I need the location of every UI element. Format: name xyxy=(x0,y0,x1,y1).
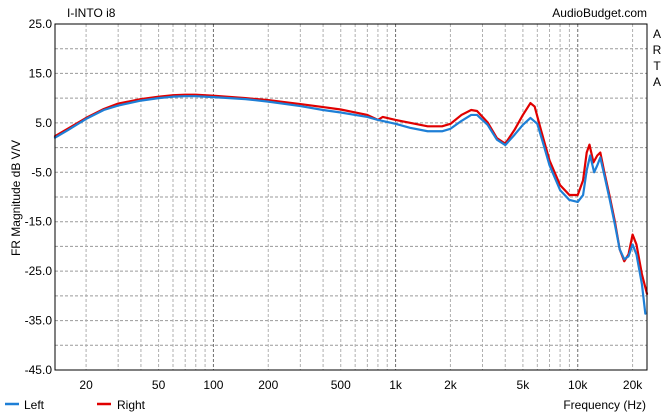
x-tick-label: 100 xyxy=(203,378,223,392)
y-tick-label: -45.0 xyxy=(25,363,53,377)
y-tick-label: 15.0 xyxy=(29,66,53,80)
chart-title: I-INTO i8 xyxy=(67,6,116,20)
y-tick-label: 25.0 xyxy=(29,17,53,31)
x-tick-label: 50 xyxy=(152,378,166,392)
watermark: AudioBudget.com xyxy=(552,6,647,20)
legend: Left Right xyxy=(5,398,146,412)
x-tick-label: 10k xyxy=(568,378,588,392)
legend-label-right: Right xyxy=(117,398,146,412)
y-tick-label: -25.0 xyxy=(25,264,53,278)
plot-frame xyxy=(54,23,648,371)
y-axis-label: FR Magnitude dB V/V xyxy=(9,140,23,256)
x-tick-label: 200 xyxy=(258,378,278,392)
series-line-left xyxy=(53,95,647,315)
x-axis-label: Frequency (Hz) xyxy=(563,398,646,412)
x-tick-label: 5k xyxy=(517,378,531,392)
legend-label-left: Left xyxy=(24,398,45,412)
x-tick-label: 2k xyxy=(444,378,458,392)
y-tick-label: -15.0 xyxy=(25,215,53,229)
grid xyxy=(55,24,647,370)
series-layer xyxy=(53,93,649,315)
y-tick-label: 5.0 xyxy=(35,116,52,130)
side-text-letter: A xyxy=(653,27,661,41)
side-text-letter: T xyxy=(653,59,661,73)
y-tick-label: -5.0 xyxy=(31,165,52,179)
y-tick-label: -35.0 xyxy=(25,314,53,328)
x-tick-labels: 20 50 100 200 500 1k 2k 5k 10k 20k xyxy=(79,378,643,392)
side-text-letter: R xyxy=(653,43,662,57)
x-tick-label: 20 xyxy=(79,378,93,392)
side-text-letter: A xyxy=(653,75,661,89)
x-tick-label: 1k xyxy=(389,378,403,392)
y-tick-labels: 25.0 15.0 5.0 -5.0 -15.0 -25.0 -35.0 -45.0 xyxy=(25,17,53,377)
x-tick-label: 20k xyxy=(623,378,643,392)
x-tick-label: 500 xyxy=(331,378,351,392)
